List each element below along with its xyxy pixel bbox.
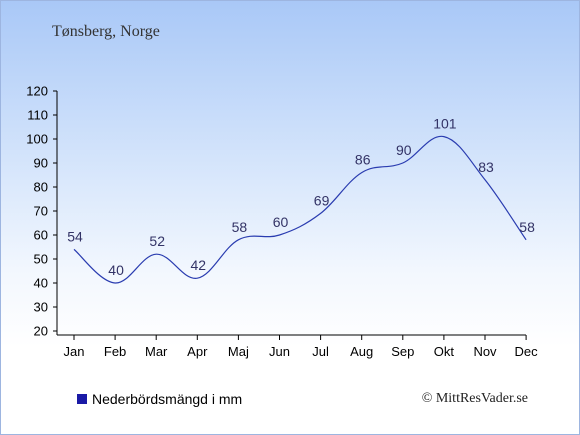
data-label: 40: [108, 262, 124, 278]
data-point: [155, 253, 158, 256]
x-tick-label: Dec: [515, 344, 539, 359]
legend-swatch: [77, 394, 87, 404]
legend: Nederbördsmängd i mm: [77, 391, 242, 407]
x-tick-label: Sep: [391, 344, 414, 359]
data-label: 52: [149, 233, 165, 249]
legend-label: Nederbördsmängd i mm: [92, 391, 243, 407]
data-point: [525, 238, 528, 241]
data-label: 86: [355, 152, 371, 168]
x-tick-label: Okt: [434, 344, 455, 359]
data-label: 58: [232, 219, 248, 235]
x-tick-label: Apr: [187, 344, 208, 359]
y-tick-label: 100: [26, 132, 48, 147]
data-point: [196, 277, 199, 280]
data-point: [114, 282, 117, 285]
y-tick-label: 50: [34, 252, 48, 267]
data-label: 42: [191, 257, 207, 273]
data-label: 83: [478, 159, 494, 175]
chart-title: Tønsberg, Norge: [52, 23, 160, 40]
y-tick-label: 120: [26, 84, 48, 99]
x-tick-label: Aug: [350, 344, 373, 359]
y-tick-label: 20: [34, 324, 48, 339]
data-point: [73, 248, 76, 251]
data-label: 90: [396, 142, 412, 158]
y-tick-label: 60: [34, 228, 48, 243]
data-point: [401, 162, 404, 165]
y-tick-label: 90: [34, 156, 48, 171]
data-label: 60: [273, 214, 289, 230]
data-point: [319, 212, 322, 215]
data-point: [237, 238, 240, 241]
data-label: 101: [433, 116, 457, 132]
data-label: 69: [314, 192, 330, 208]
data-label: 54: [67, 228, 83, 244]
y-tick-label: 110: [27, 108, 48, 123]
x-tick-label: Jan: [64, 344, 85, 359]
y-tick-label: 80: [34, 180, 48, 195]
x-tick-label: Jul: [312, 344, 329, 359]
series-line: [73, 135, 527, 284]
x-tick-label: Jun: [269, 344, 290, 359]
data-point: [360, 171, 363, 174]
x-tick-label: Mar: [145, 344, 168, 359]
y-tick-label: 70: [34, 204, 48, 219]
data-point: [278, 234, 281, 237]
x-tick-label: Nov: [473, 344, 497, 359]
data-point: [442, 135, 445, 138]
copyright-text: © MittResVader.se: [421, 391, 528, 406]
x-tick-label: Feb: [104, 344, 126, 359]
data-point: [484, 178, 487, 181]
x-tick-label: Maj: [228, 344, 249, 359]
y-tick-label: 40: [34, 276, 48, 291]
data-label: 58: [519, 219, 535, 235]
y-tick-label: 30: [34, 300, 48, 315]
